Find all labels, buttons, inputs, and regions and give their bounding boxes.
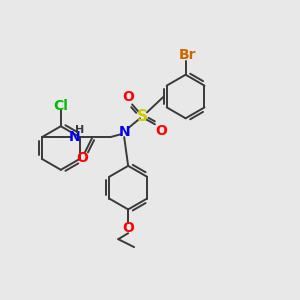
Text: N: N xyxy=(69,130,80,144)
Text: O: O xyxy=(76,151,88,165)
Text: N: N xyxy=(118,125,130,139)
Text: Br: Br xyxy=(179,48,196,62)
Text: Cl: Cl xyxy=(53,99,68,113)
Text: O: O xyxy=(122,221,134,235)
Text: S: S xyxy=(136,109,148,124)
Text: O: O xyxy=(155,124,167,138)
Text: H: H xyxy=(75,125,84,135)
Text: O: O xyxy=(122,91,134,104)
